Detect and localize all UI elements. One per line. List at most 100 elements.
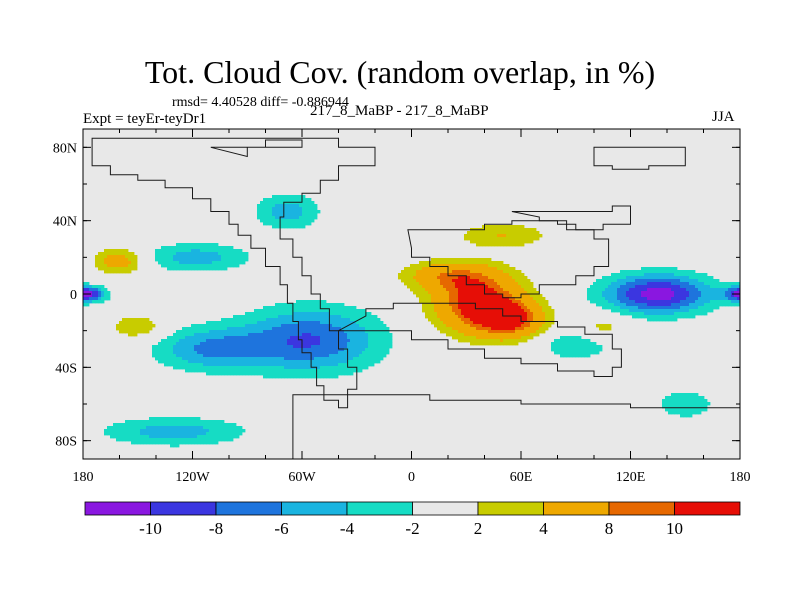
field-cell: [437, 318, 441, 322]
field-cell: [656, 267, 660, 271]
field-cell: [209, 333, 213, 337]
field-cell: [200, 429, 204, 433]
field-cell: [701, 300, 705, 304]
field-cell: [323, 354, 327, 358]
field-cell: [107, 270, 111, 274]
field-cell: [674, 297, 678, 301]
field-cell: [137, 441, 141, 445]
field-cell: [200, 246, 204, 250]
field-cell: [245, 360, 249, 364]
field-cell: [152, 348, 156, 352]
field-cell: [227, 345, 231, 349]
field-cell: [665, 312, 669, 316]
field-cell: [680, 303, 684, 307]
field-cell: [560, 342, 564, 346]
field-cell: [257, 369, 261, 373]
field-cell: [659, 318, 663, 322]
field-cell: [377, 360, 381, 364]
field-cell: [641, 270, 645, 274]
field-cell: [434, 261, 438, 265]
field-cell: [431, 276, 435, 280]
field-cell: [158, 258, 162, 262]
field-cell: [671, 291, 675, 295]
field-cell: [140, 435, 144, 439]
field-cell: [455, 267, 459, 271]
field-cell: [167, 339, 171, 343]
field-cell: [608, 276, 612, 280]
field-cell: [320, 303, 324, 307]
field-cell: [599, 348, 603, 352]
field-cell: [110, 270, 114, 274]
field-cell: [263, 204, 267, 208]
field-cell: [251, 327, 255, 331]
field-cell: [677, 273, 681, 277]
field-cell: [719, 291, 723, 295]
field-cell: [233, 435, 237, 439]
field-cell: [242, 321, 246, 325]
field-cell: [224, 258, 228, 262]
field-cell: [680, 294, 684, 298]
field-cell: [647, 306, 651, 310]
field-cell: [263, 333, 267, 337]
field-cell: [209, 438, 213, 442]
field-cell: [221, 360, 225, 364]
field-cell: [476, 261, 480, 265]
field-cell: [530, 285, 534, 289]
field-cell: [293, 366, 297, 370]
field-cell: [194, 252, 198, 256]
field-cell: [203, 360, 207, 364]
field-cell: [590, 288, 594, 292]
field-cell: [164, 363, 168, 367]
field-cell: [131, 426, 135, 430]
field-cell: [362, 351, 366, 355]
field-cell: [185, 249, 189, 253]
field-cell: [227, 366, 231, 370]
field-cell: [662, 309, 666, 313]
field-cell: [608, 282, 612, 286]
field-cell: [482, 270, 486, 274]
field-cell: [500, 282, 504, 286]
field-cell: [302, 333, 306, 337]
field-cell: [254, 360, 258, 364]
field-cell: [473, 270, 477, 274]
field-cell: [155, 426, 159, 430]
field-cell: [197, 267, 201, 271]
field-cell: [107, 255, 111, 259]
field-cell: [290, 333, 294, 337]
field-cell: [107, 294, 111, 298]
field-cell: [692, 405, 696, 409]
field-cell: [485, 240, 489, 244]
field-cell: [686, 312, 690, 316]
field-cell: [638, 306, 642, 310]
field-cell: [281, 351, 285, 355]
field-cell: [269, 354, 273, 358]
field-cell: [305, 372, 309, 376]
field-cell: [143, 318, 147, 322]
field-cell: [224, 333, 228, 337]
field-cell: [602, 285, 606, 289]
field-cell: [230, 354, 234, 358]
field-cell: [623, 273, 627, 277]
field-cell: [341, 342, 345, 346]
field-cell: [284, 216, 288, 220]
field-cell: [458, 303, 462, 307]
field-cell: [689, 414, 693, 418]
field-cell: [116, 255, 120, 259]
field-cell: [275, 357, 279, 361]
field-cell: [182, 342, 186, 346]
field-cell: [488, 315, 492, 319]
field-cell: [191, 249, 195, 253]
field-cell: [470, 300, 474, 304]
field-cell: [230, 351, 234, 355]
field-cell: [188, 264, 192, 268]
field-cell: [284, 225, 288, 229]
stats-line: rmsd= 4.40528 diff= -0.886944: [172, 95, 349, 110]
field-cell: [476, 342, 480, 346]
field-cell: [722, 291, 726, 295]
field-cell: [158, 345, 162, 349]
field-cell: [104, 264, 108, 268]
field-cell: [293, 342, 297, 346]
field-cell: [449, 312, 453, 316]
field-cell: [248, 318, 252, 322]
field-cell: [299, 360, 303, 364]
